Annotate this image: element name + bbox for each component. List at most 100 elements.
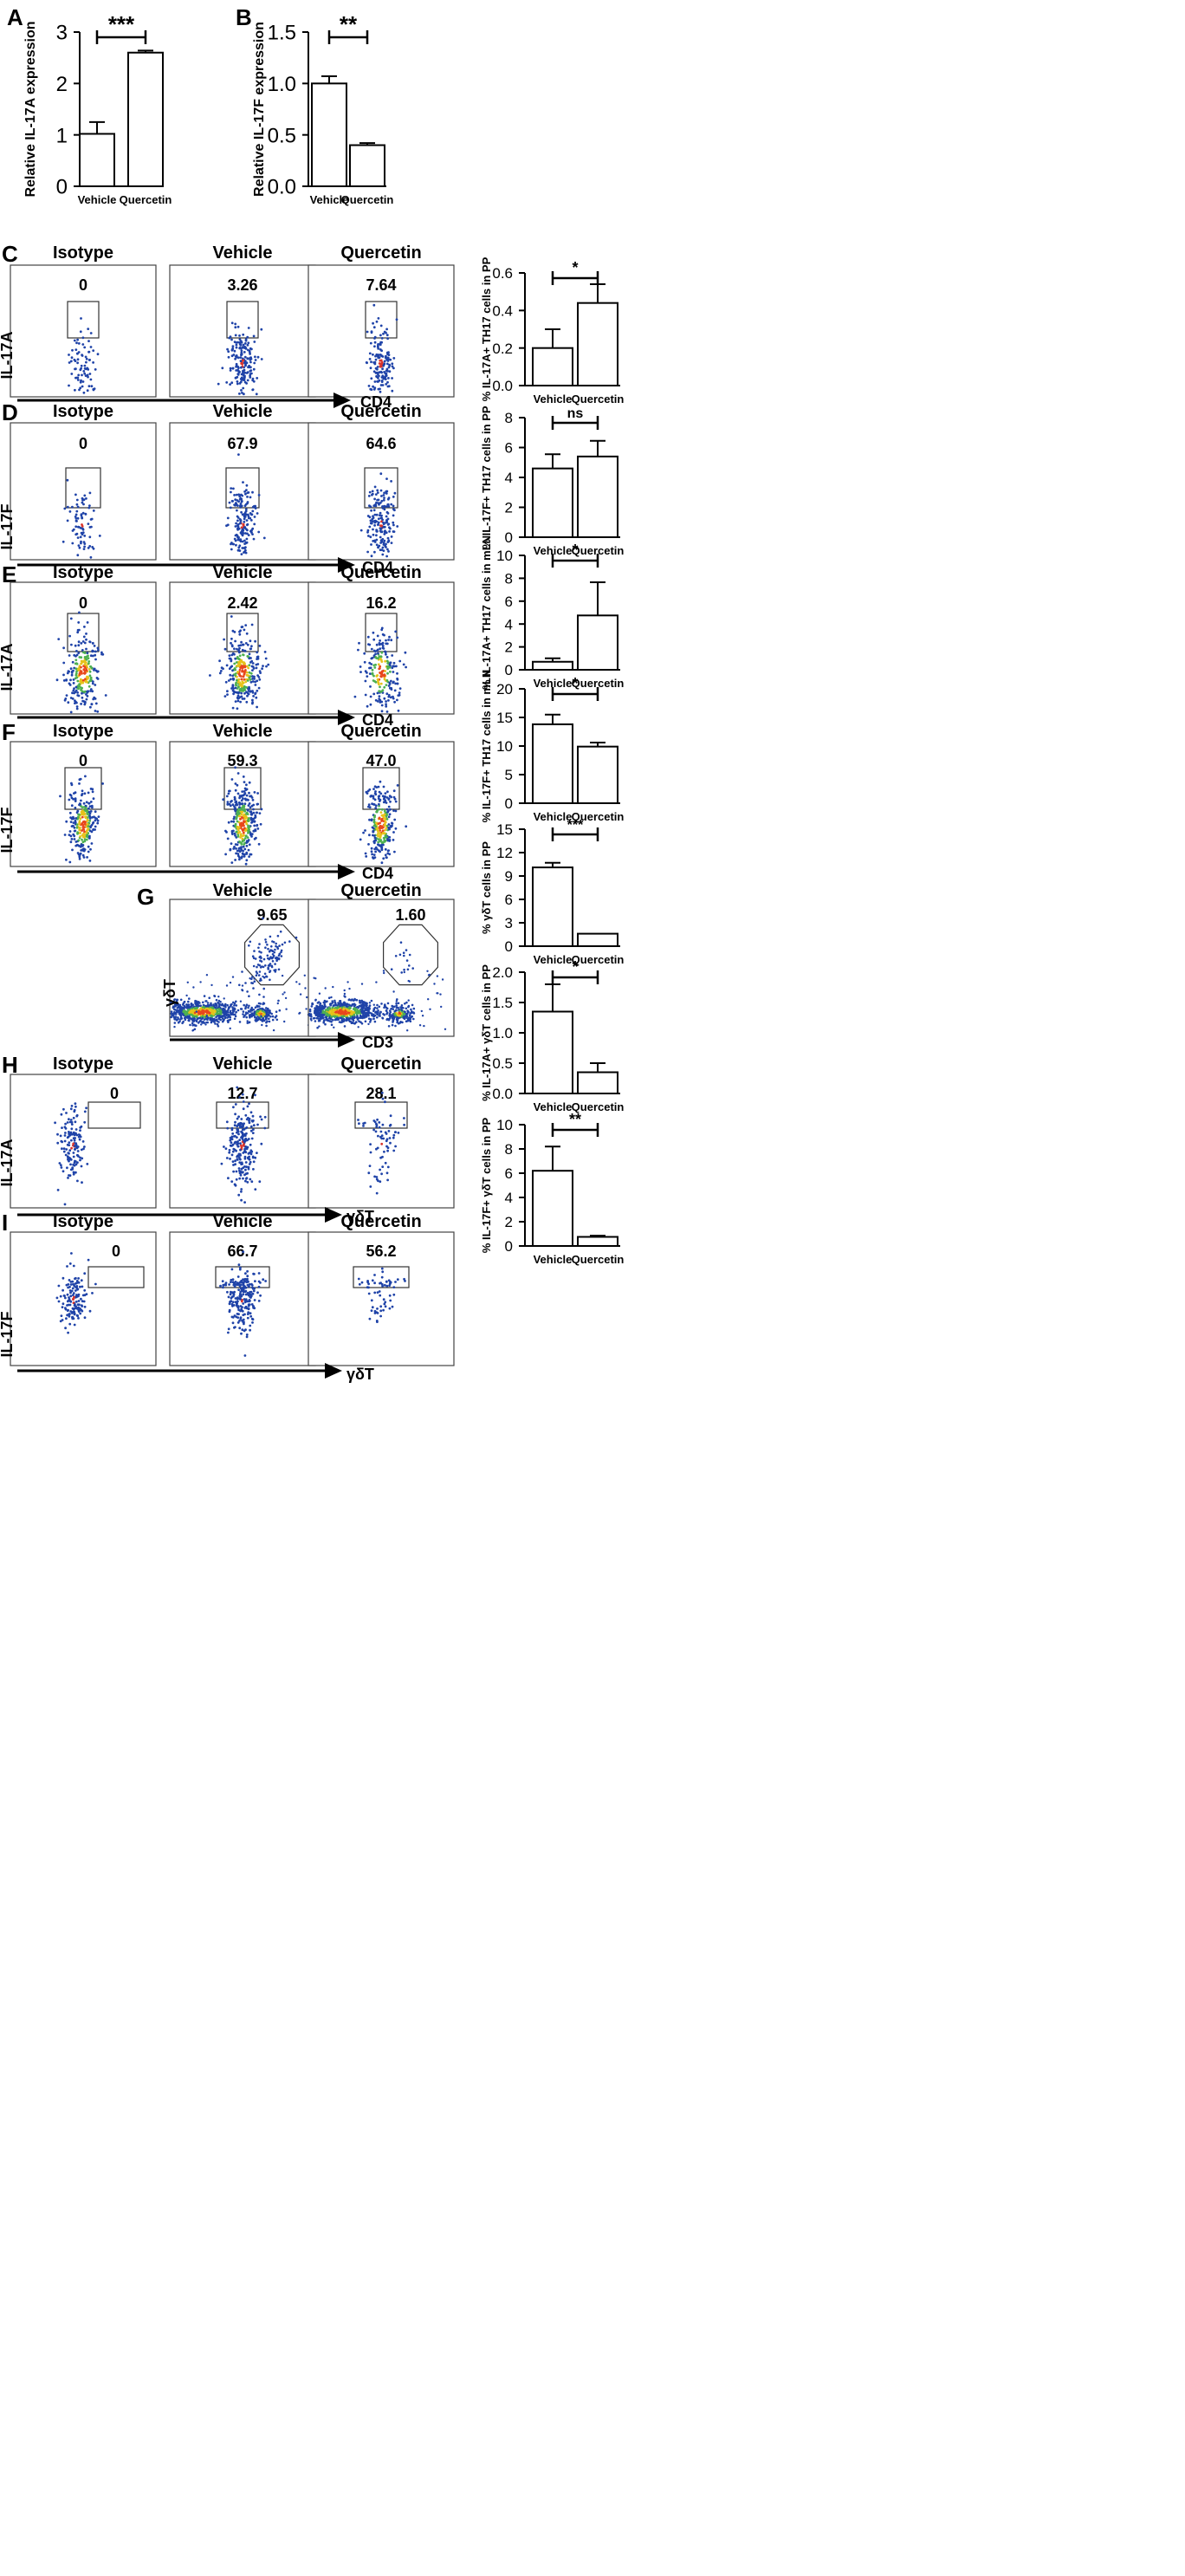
event-dot <box>406 968 410 971</box>
event-dot <box>81 1285 84 1288</box>
event-dot <box>240 532 243 535</box>
event-dot <box>242 853 245 856</box>
event-dot <box>376 491 379 494</box>
event-dot <box>75 823 79 826</box>
event-dot <box>380 1134 384 1138</box>
event-dot <box>314 999 317 1002</box>
event-dot <box>83 535 87 537</box>
event-dot <box>175 998 178 1002</box>
event-dot <box>232 1164 235 1166</box>
event-dot <box>88 817 92 820</box>
event-dot <box>255 974 258 977</box>
event-dot <box>311 1002 314 1006</box>
event-dot <box>274 963 276 965</box>
event-dot <box>379 390 382 393</box>
event-dot <box>231 347 234 351</box>
plot-title: Vehicle <box>213 1054 273 1074</box>
event-dot <box>372 795 375 798</box>
event-dot <box>61 1126 63 1129</box>
event-dot <box>378 503 380 506</box>
event-dot <box>380 710 384 713</box>
event-dot <box>244 546 247 549</box>
event-dot <box>314 1007 317 1009</box>
event-dot <box>230 490 232 494</box>
event-dot <box>241 547 244 549</box>
event-dot <box>229 804 232 808</box>
event-dot <box>86 389 89 393</box>
event-dot <box>276 945 279 949</box>
event-dot <box>240 1190 243 1193</box>
event-dot <box>366 635 370 639</box>
event-dot <box>85 360 87 364</box>
event-dot <box>249 374 251 378</box>
event-dot <box>380 514 383 517</box>
event-dot <box>257 946 260 950</box>
event-dot <box>69 711 73 714</box>
event-dot <box>269 970 271 973</box>
event-dot <box>238 696 242 698</box>
event-dot <box>235 1178 238 1181</box>
event-dot <box>250 665 254 668</box>
event-dot <box>81 815 84 819</box>
event-dot <box>173 998 177 1001</box>
gate-box <box>365 613 398 652</box>
event-dot <box>238 630 241 633</box>
event-dot <box>379 1012 381 1015</box>
event-dot <box>247 655 249 659</box>
panel-letter: E <box>2 561 16 587</box>
event-dot <box>87 812 89 815</box>
event-dot <box>243 511 247 515</box>
event-dot <box>68 1314 71 1318</box>
event-dot <box>81 380 85 383</box>
event-dot <box>230 665 232 669</box>
event-dot <box>254 692 256 696</box>
event-dot <box>322 1014 326 1016</box>
event-dot <box>272 941 275 944</box>
event-dot <box>216 1022 219 1026</box>
event-dot <box>369 341 372 345</box>
event-dot <box>63 1134 67 1137</box>
event-dot <box>88 819 92 822</box>
event-dot <box>391 1014 394 1016</box>
event-dot <box>392 357 396 360</box>
event-dot <box>89 665 93 668</box>
event-dot <box>394 682 397 685</box>
event-dot <box>193 1018 196 1021</box>
event-dot <box>247 1116 249 1119</box>
event-dot <box>386 1165 390 1169</box>
event-dot <box>232 1170 235 1173</box>
event-dot <box>380 341 383 344</box>
event-dot <box>68 1131 70 1133</box>
event-dot <box>257 1002 261 1005</box>
event-dot <box>313 1011 316 1015</box>
flow-x-axis-label: CD3 <box>362 1034 393 1051</box>
event-dot <box>441 978 444 981</box>
event-dot <box>234 782 237 785</box>
event-dot <box>252 334 256 338</box>
event-dot <box>370 543 372 546</box>
event-dot <box>87 385 91 387</box>
event-dot <box>243 792 247 795</box>
event-dot <box>374 804 378 808</box>
gate-percentage: 16.2 <box>366 594 396 612</box>
event-dot <box>60 1166 63 1169</box>
event-dot <box>387 798 391 801</box>
event-dot <box>376 1015 379 1019</box>
event-dot <box>372 515 374 518</box>
event-dot <box>240 366 243 369</box>
event-dot <box>238 497 242 501</box>
event-dot <box>66 505 69 509</box>
event-dot <box>239 1173 243 1177</box>
event-dot <box>256 1123 259 1126</box>
event-dot <box>368 1165 372 1167</box>
event-dot <box>87 791 90 795</box>
event-dot <box>77 687 80 691</box>
event-dot <box>406 1029 409 1032</box>
event-dot <box>399 941 403 944</box>
event-dot <box>370 377 373 380</box>
event-dot <box>184 1013 187 1016</box>
event-dot <box>343 989 346 992</box>
event-dot <box>245 822 249 826</box>
event-dot <box>370 818 373 821</box>
event-dot <box>85 831 88 834</box>
